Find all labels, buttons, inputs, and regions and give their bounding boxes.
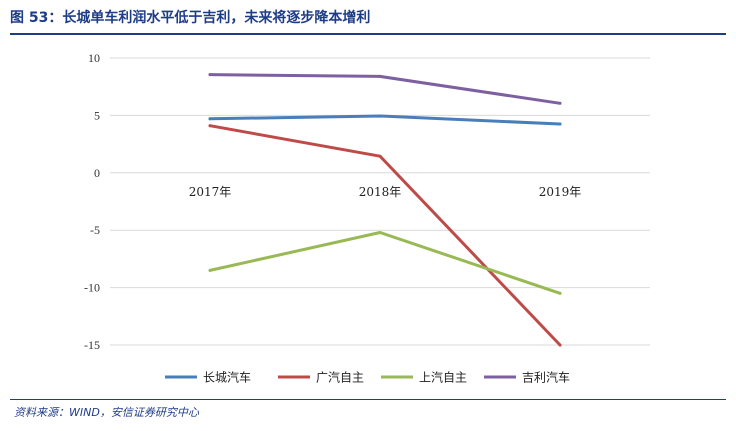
data-point <box>558 101 562 105</box>
grid-layer <box>110 57 650 346</box>
series-line-1 <box>208 114 562 126</box>
legend-label: 长城汽车 <box>203 370 251 385</box>
x-tick-label: 2019年 <box>539 185 582 199</box>
data-point <box>208 73 212 77</box>
data-point <box>208 268 212 272</box>
data-point <box>208 117 212 121</box>
y-tick-label: 10 <box>88 51 100 65</box>
data-point <box>378 114 382 118</box>
data-point <box>558 291 562 295</box>
series-line-4 <box>208 73 562 105</box>
y-axis-ticks: 10 5 0 -5 -10 -15 <box>84 51 100 352</box>
x-axis-ticks: 2017年 2018年 2019年 <box>189 185 582 199</box>
y-tick-label: 5 <box>94 108 100 122</box>
x-tick-label: 2017年 <box>189 185 232 199</box>
y-tick-label: -5 <box>90 223 100 237</box>
legend-label: 上汽自主 <box>419 370 467 385</box>
data-point <box>558 122 562 126</box>
data-point <box>378 74 382 78</box>
data-point <box>558 343 562 347</box>
data-point <box>378 231 382 234</box>
legend-label: 广汽自主 <box>316 370 364 385</box>
y-tick-label: 0 <box>94 166 100 180</box>
series-layer <box>208 73 562 347</box>
data-point <box>378 154 382 158</box>
source-note: 资料来源：WIND，安信证券研究中心 <box>14 406 199 419</box>
series-line-3 <box>208 231 562 295</box>
legend: 长城汽车 广汽自主 上汽自主 吉利汽车 <box>165 370 570 385</box>
data-point <box>208 124 212 128</box>
page-title: 图 53：长城单车利润水平低于吉利，未来将逐步降本增利 <box>10 10 371 26</box>
y-tick-label: -15 <box>84 338 100 352</box>
legend-label: 吉利汽车 <box>522 370 570 385</box>
y-tick-label: -10 <box>84 281 100 295</box>
x-tick-label: 2018年 <box>359 185 402 199</box>
footer-divider <box>10 399 726 400</box>
title-divider <box>10 33 726 35</box>
